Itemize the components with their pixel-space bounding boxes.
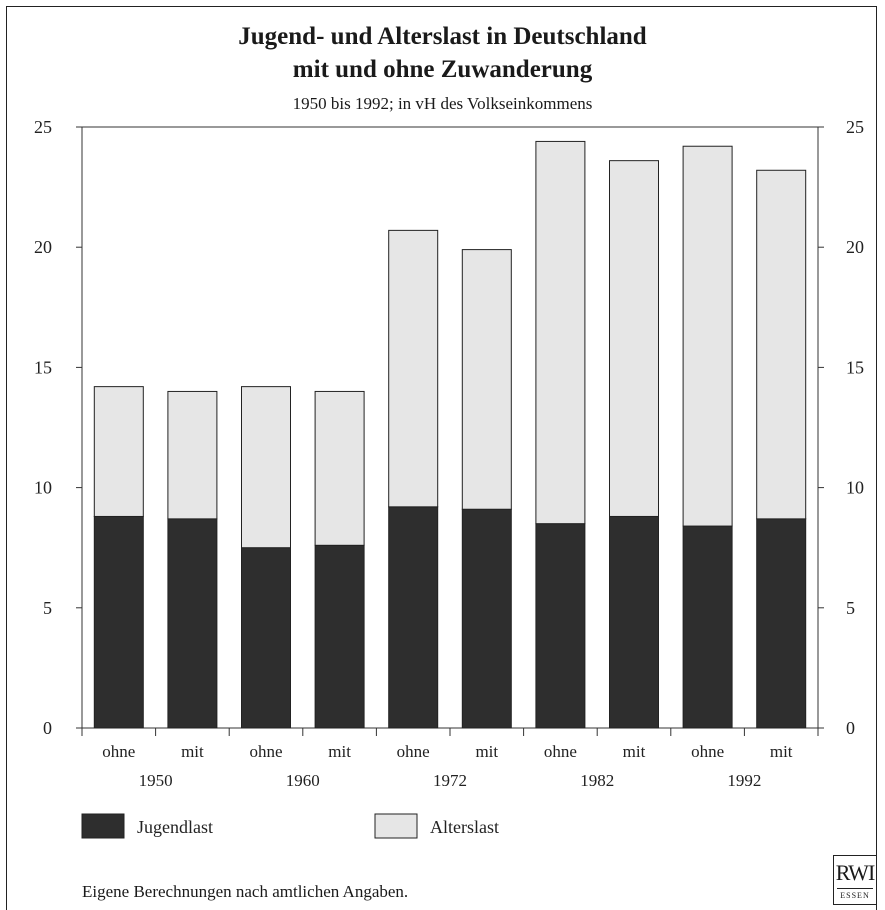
- y-tick-label-left: 0: [43, 718, 52, 738]
- y-tick-label-left: 20: [34, 237, 52, 257]
- bar-segment-jugendlast: [388, 506, 439, 729]
- bar-segment-alterslast: [314, 390, 365, 546]
- labels: 0 0 5 5 10 10 15 15 20 20 25 25 ohne mit ohne mit ohne mi…: [34, 117, 864, 790]
- source-note: Eigene Berechnungen nach amtlichen Angab…: [82, 882, 409, 901]
- logo-main: RWI: [835, 860, 876, 885]
- y-tick-label-left: 10: [34, 478, 52, 498]
- bar-segment-jugendlast: [314, 544, 365, 729]
- bar-segment-alterslast: [535, 140, 586, 525]
- chart-frame: [6, 6, 877, 910]
- y-tick-label-right: 10: [846, 478, 864, 498]
- x-category-label: ohne: [102, 742, 135, 761]
- bar-segment-alterslast: [167, 390, 218, 520]
- x-category-label: mit: [181, 742, 204, 761]
- x-group-label: 1982: [580, 771, 614, 790]
- y-tick-label-right: 15: [846, 357, 864, 377]
- bar-segment-alterslast: [461, 249, 512, 510]
- chart-subtitle: 1950 bis 1992; in vH des Volkseinkommens: [292, 94, 593, 113]
- bars: [93, 140, 807, 729]
- x-category-label: ohne: [544, 742, 577, 761]
- x-group-label: 1972: [433, 771, 467, 790]
- bar-segment-jugendlast: [756, 518, 807, 729]
- y-tick-label-right: 5: [846, 598, 855, 618]
- legend-label-jugendlast: Jugendlast: [137, 817, 213, 837]
- x-group-label: 1992: [727, 771, 761, 790]
- y-tick-label-left: 5: [43, 598, 52, 618]
- x-group-label: 1960: [286, 771, 320, 790]
- bar-segment-jugendlast: [241, 547, 291, 729]
- chart-title-line2: mit und ohne Zuwanderung: [292, 56, 593, 83]
- bar-segment-alterslast: [756, 169, 807, 520]
- rwi-logo: RWI ESSEN: [833, 855, 877, 905]
- y-tick-label-left: 25: [34, 117, 52, 137]
- x-category-label: ohne: [397, 742, 430, 761]
- bar-segment-alterslast: [93, 386, 144, 517]
- x-category-label: mit: [623, 742, 646, 761]
- x-category-label: mit: [475, 742, 498, 761]
- bar-segment-jugendlast: [535, 523, 586, 729]
- bar-segment-jugendlast: [461, 508, 512, 729]
- x-group-label: 1950: [139, 771, 173, 790]
- bar-segment-alterslast: [241, 386, 291, 549]
- x-category-label: ohne: [249, 742, 282, 761]
- bar-segment-jugendlast: [682, 525, 733, 729]
- legend-swatch-jugendlast: [81, 813, 125, 839]
- y-tick-label-right: 25: [846, 117, 864, 137]
- y-tick-label-right: 0: [846, 718, 855, 738]
- bar-segment-alterslast: [388, 229, 439, 508]
- bar-segment-jugendlast: [167, 518, 218, 729]
- bar-segment-alterslast: [682, 145, 733, 527]
- x-category-label: mit: [770, 742, 793, 761]
- legend-label-alterslast: Alterslast: [430, 817, 499, 837]
- y-tick-label-left: 15: [34, 357, 52, 377]
- chart-title: Jugend- und Alterslast in Deutschland: [238, 23, 647, 50]
- y-tick-label-right: 20: [846, 237, 864, 257]
- legend: Jugendlast Alterslast: [81, 813, 499, 839]
- x-category-label: ohne: [691, 742, 724, 761]
- bar-segment-jugendlast: [93, 515, 144, 729]
- bar-segment-jugendlast: [609, 515, 659, 729]
- bar-segment-alterslast: [609, 160, 659, 517]
- x-category-label: mit: [328, 742, 351, 761]
- legend-swatch-alterslast: [374, 813, 418, 839]
- logo-sub: ESSEN: [837, 888, 873, 900]
